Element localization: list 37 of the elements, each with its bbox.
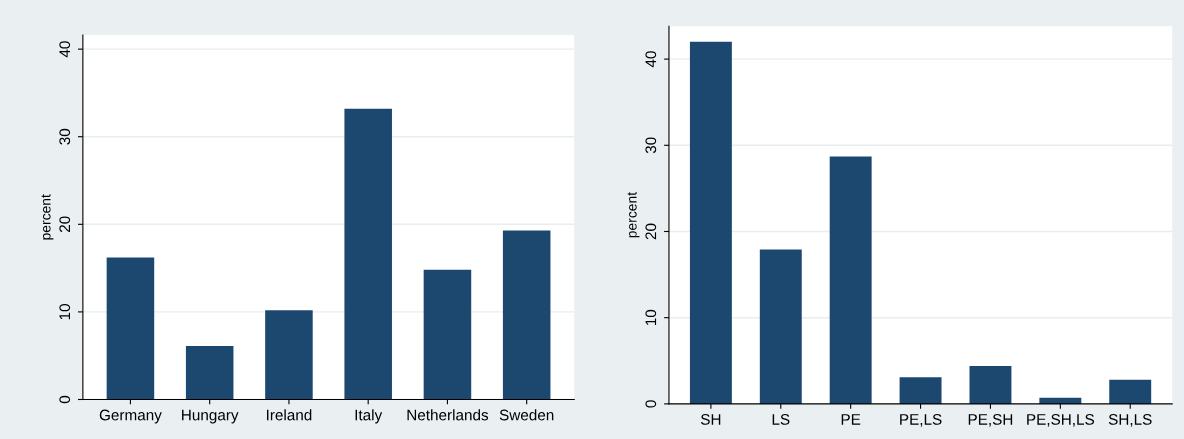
x-tick-label: Germany (99, 409, 162, 424)
bar (689, 41, 732, 404)
x-tick-label: Italy (355, 409, 383, 424)
y-tick-label: 30 (645, 137, 657, 154)
x-tick-label: PE,SH,LS (1027, 414, 1095, 427)
bar (502, 230, 551, 400)
bar (969, 365, 1012, 404)
y-tick-label: 40 (645, 51, 657, 68)
bar (185, 346, 234, 400)
x-tick-label: Sweden (499, 409, 554, 421)
y-tick-label: 0 (645, 400, 657, 408)
x-tick-label: LS (772, 414, 790, 425)
x-tick-label: SH,LS (1108, 414, 1152, 427)
x-tick-label: PE (841, 414, 861, 425)
bar (106, 257, 155, 400)
bar (265, 310, 313, 400)
x-tick-label: SH (700, 414, 721, 425)
x-tick-label: Netherlands (407, 409, 489, 421)
y-tick-label: 20 (645, 223, 657, 240)
y-tick-label: 30 (59, 128, 71, 145)
bar (423, 269, 472, 400)
x-tick-label: PE,SH (968, 414, 1013, 427)
y-tick-label: 20 (59, 216, 71, 233)
y-axis-title: percent (41, 194, 54, 240)
bar (759, 249, 802, 404)
y-axis-title: percent (627, 192, 640, 238)
bar (829, 156, 872, 404)
bar (899, 377, 942, 404)
bar (1109, 379, 1152, 404)
x-tick-label: PE,LS (900, 414, 942, 427)
y-tick-label: 0 (59, 395, 71, 404)
bar (344, 108, 392, 400)
x-tick-label: Ireland (266, 409, 312, 421)
y-tick-label: 10 (645, 309, 657, 326)
y-tick-label: 10 (59, 304, 71, 320)
x-tick-label: Hungary (182, 409, 239, 424)
y-tick-label: 40 (59, 41, 71, 58)
